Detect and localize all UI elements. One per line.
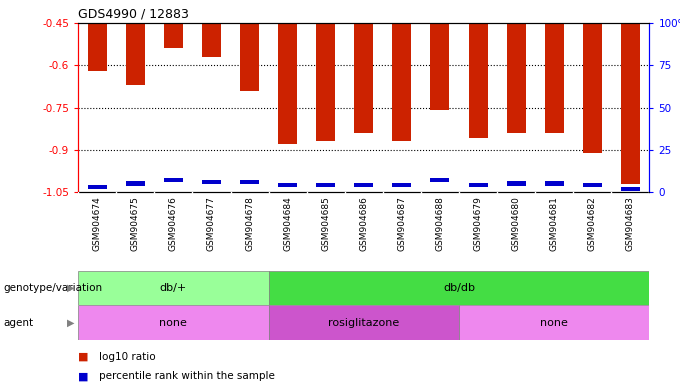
Text: GSM904687: GSM904687 bbox=[397, 196, 407, 251]
Bar bbox=[316, 23, 335, 141]
Bar bbox=[545, 182, 564, 186]
Text: GSM904677: GSM904677 bbox=[207, 196, 216, 251]
Text: GSM904681: GSM904681 bbox=[549, 196, 559, 251]
Bar bbox=[88, 185, 107, 189]
Text: GSM904683: GSM904683 bbox=[626, 196, 635, 251]
Bar bbox=[469, 23, 488, 139]
Text: GSM904682: GSM904682 bbox=[588, 196, 597, 251]
Bar bbox=[430, 178, 449, 182]
Bar bbox=[354, 23, 373, 133]
Bar bbox=[126, 182, 145, 186]
Bar bbox=[459, 305, 649, 340]
Text: GSM904679: GSM904679 bbox=[473, 196, 483, 251]
Bar bbox=[507, 182, 526, 186]
Bar bbox=[269, 305, 459, 340]
Bar bbox=[583, 183, 602, 187]
Text: GSM904680: GSM904680 bbox=[511, 196, 521, 251]
Text: genotype/variation: genotype/variation bbox=[3, 283, 103, 293]
Text: GSM904675: GSM904675 bbox=[131, 196, 140, 251]
Text: db/db: db/db bbox=[443, 283, 475, 293]
Bar bbox=[240, 180, 259, 184]
Text: ■: ■ bbox=[78, 352, 88, 362]
Text: GSM904678: GSM904678 bbox=[245, 196, 254, 251]
Text: GSM904684: GSM904684 bbox=[283, 196, 292, 251]
Bar bbox=[392, 23, 411, 141]
Text: GSM904674: GSM904674 bbox=[92, 196, 102, 251]
Bar bbox=[126, 23, 145, 85]
Text: GSM904676: GSM904676 bbox=[169, 196, 178, 251]
Bar bbox=[78, 271, 269, 305]
Text: agent: agent bbox=[3, 318, 33, 328]
Bar bbox=[164, 23, 183, 48]
Text: log10 ratio: log10 ratio bbox=[99, 352, 155, 362]
Bar bbox=[469, 183, 488, 187]
Bar bbox=[240, 23, 259, 91]
Bar bbox=[269, 271, 649, 305]
Text: GDS4990 / 12883: GDS4990 / 12883 bbox=[78, 7, 189, 20]
Text: ■: ■ bbox=[78, 371, 88, 381]
Bar bbox=[392, 183, 411, 187]
Bar bbox=[621, 23, 640, 184]
Text: GSM904686: GSM904686 bbox=[359, 196, 369, 251]
Bar bbox=[278, 23, 297, 144]
Bar bbox=[202, 23, 221, 57]
Bar bbox=[354, 183, 373, 187]
Text: ▶: ▶ bbox=[67, 283, 75, 293]
Bar bbox=[430, 23, 449, 110]
Text: rosiglitazone: rosiglitazone bbox=[328, 318, 399, 328]
Text: ▶: ▶ bbox=[67, 318, 75, 328]
Bar bbox=[78, 305, 269, 340]
Bar bbox=[316, 183, 335, 187]
Text: db/+: db/+ bbox=[160, 283, 187, 293]
Bar bbox=[202, 180, 221, 184]
Text: GSM904688: GSM904688 bbox=[435, 196, 445, 251]
Bar bbox=[164, 178, 183, 182]
Text: GSM904685: GSM904685 bbox=[321, 196, 330, 251]
Bar bbox=[583, 23, 602, 152]
Text: none: none bbox=[541, 318, 568, 328]
Text: percentile rank within the sample: percentile rank within the sample bbox=[99, 371, 275, 381]
Bar bbox=[507, 23, 526, 133]
Bar bbox=[88, 23, 107, 71]
Bar bbox=[278, 183, 297, 187]
Bar bbox=[621, 187, 640, 191]
Bar bbox=[545, 23, 564, 133]
Text: none: none bbox=[160, 318, 187, 328]
